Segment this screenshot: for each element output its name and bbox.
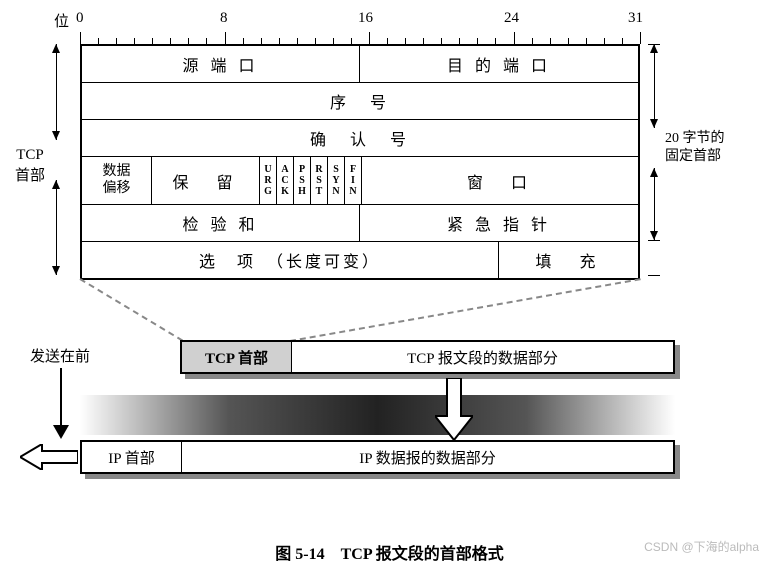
tcp-segment-bar: TCP 首部 TCP 报文段的数据部分 [180,340,675,374]
flag-syn: SYN [328,157,345,204]
ip-header-cell: IP 首部 [82,442,182,472]
field-options: 选 项 （长度可变） [82,242,499,278]
left-bracket-arrow-top [56,44,57,140]
right-bracket-arrow-top [654,44,655,128]
flag-rst: RST [311,157,328,204]
send-first-label: 发送在前 [30,345,90,366]
ruler-num-31: 31 [628,10,643,27]
tcp-header-table: 源 端 口 目 的 端 口 序 号 确 认 号 数据 偏移 保 留 URG AC… [80,44,640,280]
field-padding: 填 充 [499,242,638,278]
ruler-num-8: 8 [220,10,228,27]
tcp-segment-header-cell: TCP 首部 [182,342,292,372]
flag-fin: FIN [345,157,362,204]
down-arrow-icon [435,378,473,440]
send-arrow-head-icon [53,425,69,439]
field-window: 窗 口 [362,157,638,204]
field-checksum: 检 验 和 [82,205,360,241]
right-bracket-arrow-bottom [654,168,655,240]
send-arrow-line [60,368,62,428]
fixed-header-label: 20 字节的 固定首部 [665,130,745,166]
field-reserved: 保 留 [152,157,260,204]
header-row-ack: 确 认 号 [82,120,638,157]
perspective-line-left [79,278,191,347]
flag-group: URG ACK PSH RST SYN FIN [260,157,362,204]
ruler-line [80,32,640,44]
field-ack-number: 确 认 号 [82,120,638,156]
right-tick-bot [648,275,660,276]
ruler-num-0: 0 [76,10,84,27]
tcp-header-label: TCP 首部 [10,145,50,187]
flag-psh: PSH [294,157,311,204]
watermark-text: CSDN @下海的alpha [644,538,759,555]
ruler-num-24: 24 [504,10,519,27]
right-tick-mid [648,240,660,241]
flag-urg: URG [260,157,277,204]
ruler-num-16: 16 [358,10,373,27]
field-dest-port: 目 的 端 口 [360,46,638,82]
ip-data-cell: IP 数据报的数据部分 [182,442,673,472]
header-row-options: 选 项 （长度可变） 填 充 [82,242,638,278]
header-row-checksum: 检 验 和 紧 急 指 针 [82,205,638,242]
left-arrow-icon [20,444,78,470]
field-data-offset: 数据 偏移 [82,157,152,204]
header-row-flags: 数据 偏移 保 留 URG ACK PSH RST SYN FIN 窗 口 [82,157,638,205]
flag-ack: ACK [277,157,294,204]
field-sequence: 序 号 [82,83,638,119]
ruler-unit-label: 位 [54,10,69,31]
field-urgent-ptr: 紧 急 指 针 [360,205,638,241]
bit-ruler: 位 0 8 16 24 31 [80,10,640,44]
encapsulation-gradient [80,395,675,435]
ip-datagram-bar: IP 首部 IP 数据报的数据部分 [80,440,675,474]
field-source-port: 源 端 口 [82,46,360,82]
tcp-segment-data-cell: TCP 报文段的数据部分 [292,342,673,372]
header-row-ports: 源 端 口 目 的 端 口 [82,46,638,83]
left-bracket-arrow-bottom [56,180,57,275]
perspective-line-right [290,278,641,342]
header-row-seq: 序 号 [82,83,638,120]
